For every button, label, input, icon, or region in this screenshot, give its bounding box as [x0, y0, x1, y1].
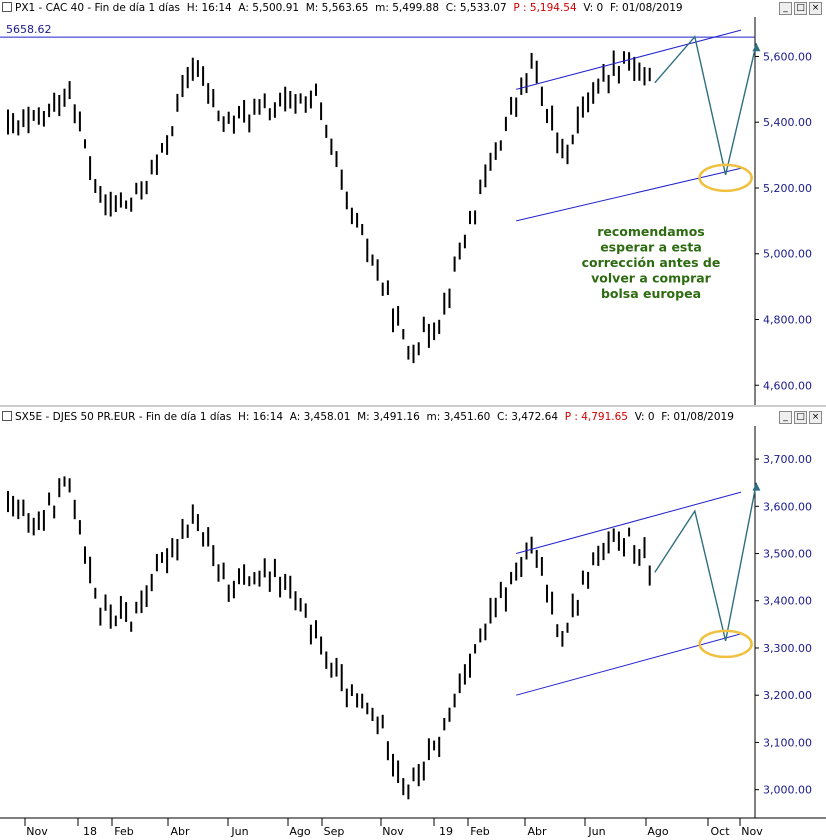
header-p: P : 5,194.54: [513, 2, 577, 14]
header-c: C: 3,472.64: [497, 411, 558, 423]
x-tick-label: Nov: [741, 825, 763, 838]
y-tick-label: 3,600.00: [763, 500, 812, 513]
y-tick-label: 4,600.00: [763, 379, 812, 392]
pane-menu-icon[interactable]: [2, 411, 12, 421]
x-tick-label: Sep: [324, 825, 345, 838]
header-f: F: 01/08/2019: [661, 411, 734, 423]
correction-target-ellipse: [698, 629, 753, 659]
channel-upper-line: [516, 491, 742, 555]
close-icon[interactable]: ×: [809, 411, 822, 424]
minimize-icon[interactable]: _: [779, 2, 792, 15]
pane-header-cac40: PX1 - CAC 40 - Fin de día 1 días H: 16:1…: [0, 0, 826, 17]
x-tick-label: Abr: [527, 825, 547, 838]
header-h: H: 16:14: [238, 411, 284, 423]
x-tick-label: Abr: [170, 825, 190, 838]
header-v: V: 0: [583, 2, 604, 14]
x-tick-label: Nov: [382, 825, 404, 838]
y-tick-label: 3,000.00: [763, 784, 812, 797]
y-tick-label: 3,700.00: [763, 453, 812, 466]
x-tick-label: Jun: [230, 825, 248, 838]
header-m: M: 5,563.65: [305, 2, 369, 14]
header-v: V: 0: [634, 411, 655, 423]
reference-line-label: 5658.62: [6, 23, 52, 36]
x-tick-label: 18: [83, 825, 97, 838]
pane-menu-icon[interactable]: [2, 2, 12, 12]
x-tick-label: Nov: [26, 825, 48, 838]
header-a: A: 3,458.01: [289, 411, 351, 423]
y-tick-label: 3,100.00: [763, 736, 812, 749]
y-tick-label: 3,500.00: [763, 548, 812, 561]
annotation-text: corrección antes de: [582, 255, 721, 270]
header-a: A: 5,500.91: [238, 2, 300, 14]
close-icon[interactable]: ×: [809, 2, 822, 15]
projection-path: [654, 35, 758, 175]
channel-upper-line: [516, 29, 742, 90]
header-symbol: PX1 - CAC 40 - Fin de día 1 días: [15, 2, 181, 14]
x-tick-label: Feb: [470, 825, 489, 838]
y-tick-label: 3,300.00: [763, 642, 812, 655]
channel-lower-line: [516, 633, 742, 696]
maximize-icon[interactable]: □: [794, 411, 807, 424]
pane-header-sx5e: SX5E - DJES 50 PR.EUR - Fin de día 1 día…: [0, 409, 826, 426]
maximize-icon[interactable]: □: [794, 2, 807, 15]
y-tick-label: 3,200.00: [763, 689, 812, 702]
header-c: C: 5,533.07: [445, 2, 507, 14]
header-p: P : 4,791.65: [564, 411, 628, 423]
annotation-text: volver a comprar: [591, 271, 712, 286]
annotation-text: esperar a esta: [600, 240, 702, 255]
projection-arrowhead: [752, 482, 761, 491]
y-tick-label: 5,000.00: [763, 248, 812, 261]
correction-target-ellipse: [698, 163, 753, 193]
x-tick-label: Oct: [710, 825, 730, 838]
y-tick-label: 4,800.00: [763, 314, 812, 327]
projection-path: [654, 482, 758, 642]
x-tick-label: 19: [439, 825, 453, 838]
channel-lower-line: [516, 167, 742, 222]
y-tick-label: 5,400.00: [763, 116, 812, 129]
projection-arrowhead: [752, 43, 761, 52]
header-h: H: 16:14: [186, 2, 232, 14]
y-tick-label: 5,600.00: [763, 50, 812, 63]
header-symbol: SX5E - DJES 50 PR.EUR - Fin de día 1 día…: [15, 411, 232, 423]
x-tick-label: Ago: [647, 825, 669, 838]
y-tick-label: 3,400.00: [763, 595, 812, 608]
header-mn: m: 5,499.88: [375, 2, 440, 14]
x-tick-label: Feb: [114, 825, 133, 838]
x-tick-label: Ago: [289, 825, 311, 838]
x-tick-label: Jun: [587, 825, 605, 838]
y-tick-label: 5,200.00: [763, 182, 812, 195]
header-m: M: 3,491.16: [357, 411, 420, 423]
annotation-text: bolsa europea: [601, 286, 701, 301]
header-f: F: 01/08/2019: [609, 2, 683, 14]
annotation-text: recomendamos: [597, 224, 704, 239]
minimize-icon[interactable]: _: [779, 411, 792, 424]
header-mn: m: 3,451.60: [426, 411, 491, 423]
